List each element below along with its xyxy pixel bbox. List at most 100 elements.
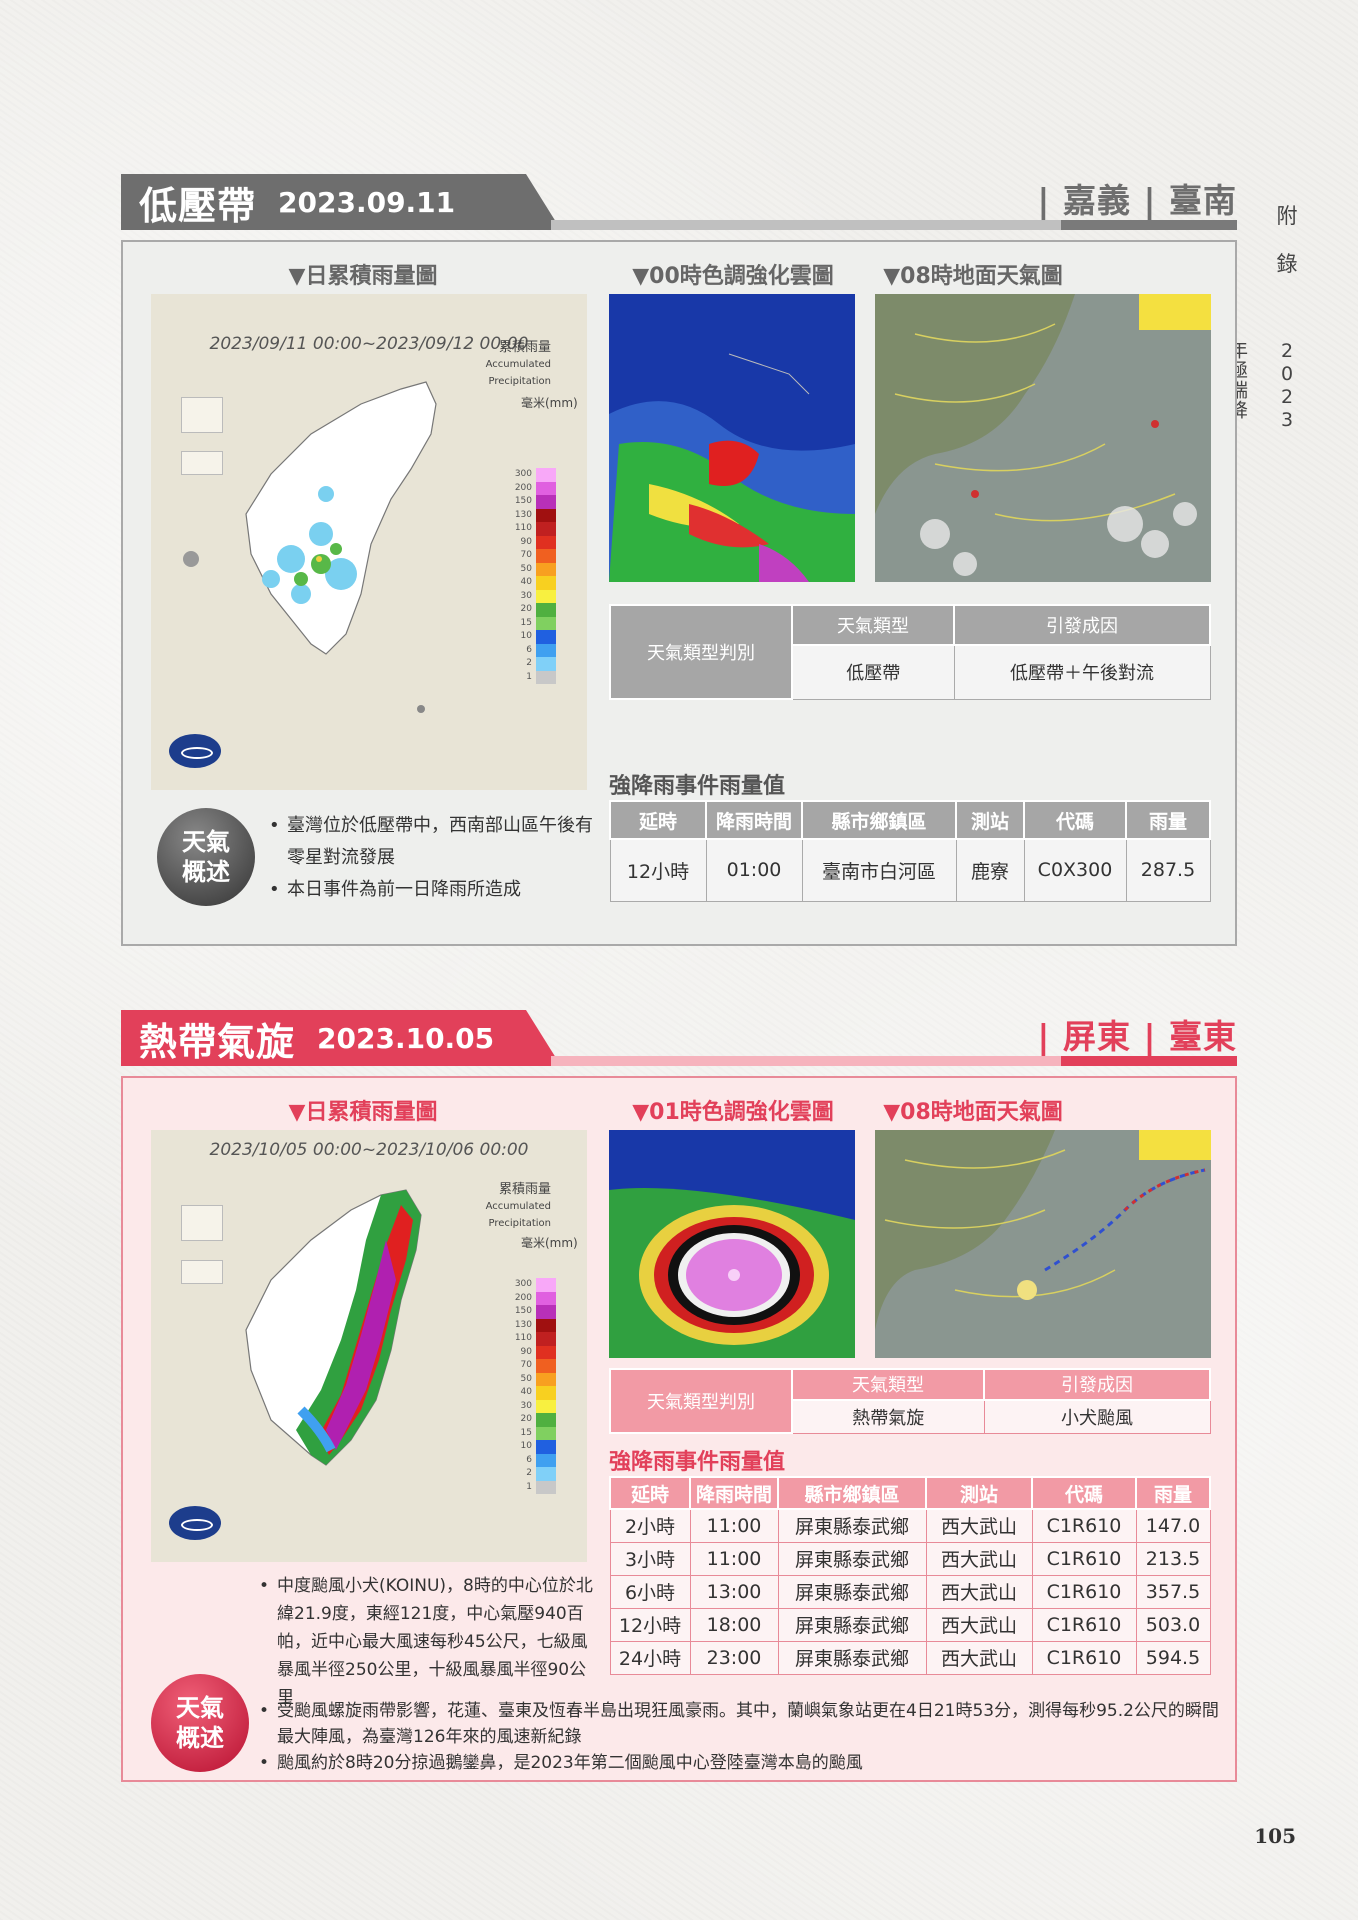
section-title: 熱帶氣旋 — [139, 1019, 296, 1064]
section-date: 2023.09.11 — [278, 185, 456, 219]
table-row: 24小時 23:00 屏東縣泰武鄉 西大武山 C1R610 594.5 — [609, 1640, 1211, 1675]
island-inset — [181, 1260, 223, 1284]
weather-description: 中度颱風小犬(KOINU)，8時的中心位於北緯21.9度，東經121度，中心氣壓… — [259, 1572, 599, 1712]
side-chapter-tab: 附 錄 2023年極端降雨事件－每日天氣圖卡 — [1076, 200, 1312, 432]
weather-summary-badge: 天氣 概述 — [151, 1674, 249, 1772]
col-district: 縣市鄉鎮區 — [801, 800, 957, 840]
cause-header: 引發成因 — [953, 604, 1211, 646]
surface-weather-image — [875, 294, 1211, 582]
weather-type-judge-label: 天氣類型判別 — [609, 604, 793, 700]
section-content-box: ▼日累積雨量圖 ▼01時色調強化雲圖 ▼08時地面天氣圖 2023/10/05 … — [121, 1076, 1237, 1782]
header-bar — [551, 1056, 1237, 1066]
table-row: 12小時 18:00 屏東縣泰武鄉 西大武山 C1R610 503.0 — [609, 1607, 1211, 1642]
section-low-pressure: 低壓帶 2023.09.11 | 嘉義 | 臺南 ▼日累積雨量圖 ▼00時色調強… — [121, 174, 1237, 946]
weather-description: 臺灣位於低壓帶中，西南部山區午後有零星對流發展 本日事件為前一日降雨所造成 — [269, 810, 599, 906]
caption-rainfall: ▼日累積雨量圖 — [288, 1100, 438, 1125]
legend-labels: 300 200 150 130 110 90 70 50 40 30 20 15 10 6 2 1 — [514, 1279, 532, 1492]
island-inset — [181, 397, 223, 433]
col-station: 測站 — [955, 800, 1025, 840]
cwa-logo — [169, 1506, 221, 1540]
accumulated-label: 累積雨量 Accumulated Precipitation — [485, 340, 551, 387]
description-item: 本日事件為前一日降雨所造成 — [269, 874, 599, 906]
legend-labels: 300 200 150 130 110 90 70 50 40 30 20 15 10 6 2 1 — [514, 469, 532, 682]
rainfall-map-date: 2023/09/11 00:00~2023/09/12 00:00 — [209, 334, 529, 354]
cause-value: 小犬颱風 — [983, 1399, 1211, 1434]
caption-surface: ▼08時地面天氣圖 — [883, 264, 1063, 289]
weather-type-header: 天氣類型 — [791, 1368, 985, 1401]
island-inset — [181, 451, 223, 475]
side-char-2: 錄 — [1276, 252, 1298, 276]
caption-cloud: ▼01時色調強化雲圖 — [632, 1100, 834, 1125]
cwa-logo — [169, 734, 221, 768]
weather-type-value: 低壓帶 — [791, 644, 955, 700]
section-date: 2023.10.05 — [317, 1021, 495, 1055]
section-title: 低壓帶 — [139, 183, 257, 228]
unit-label: 毫米(mm) — [521, 396, 578, 410]
surface-render — [875, 294, 1211, 582]
rain-event-table: 延時 降雨時間 縣市鄉鎮區 測站 代碼 雨量 12小時 01:00 臺南市白河區… — [609, 800, 1211, 902]
region-label: | 屏東 | 臺東 — [1037, 1017, 1237, 1056]
weather-description-wide: 受颱風螺旋雨帶影響，花蓮、臺東及恆春半島出現狂風豪雨。其中，蘭嶼氣象站更在4日2… — [259, 1698, 1219, 1776]
island-inset — [181, 1205, 223, 1241]
col-code: 代碼 — [1031, 1476, 1137, 1510]
col-rainfall: 雨量 — [1125, 800, 1211, 840]
legend-colors — [536, 468, 556, 684]
rain-event-table: 延時 降雨時間 縣市鄉鎮區 測站 代碼 雨量 2小時 11:00 屏東縣泰武鄉 西大武… — [609, 1476, 1211, 1675]
description-item: 臺灣位於低壓帶中，西南部山區午後有零星對流發展 — [269, 810, 599, 874]
col-code: 代碼 — [1023, 800, 1127, 840]
header-bar-dark — [1061, 1056, 1237, 1066]
weather-type-value: 熱帶氣旋 — [791, 1399, 985, 1434]
rain-event-subtitle: 強降雨事件雨量值 — [609, 1450, 786, 1475]
col-rainfall: 雨量 — [1135, 1476, 1211, 1510]
section-header: 熱帶氣旋 2023.10.05 | 屏東 | 臺東 — [121, 1010, 1237, 1066]
col-time: 降雨時間 — [689, 1476, 779, 1510]
taiwan-rain-map — [183, 381, 437, 713]
weather-type-judge-label: 天氣類型判別 — [609, 1368, 793, 1434]
weather-type-header: 天氣類型 — [791, 604, 955, 646]
col-station: 測站 — [925, 1476, 1033, 1510]
rainfall-map-date: 2023/10/05 00:00~2023/10/06 00:00 — [209, 1140, 529, 1160]
surface-weather-image — [875, 1130, 1211, 1358]
legend-colors — [536, 1278, 556, 1494]
weather-type-table: 天氣類型判別 天氣類型 引發成因 熱帶氣旋 小犬颱風 — [609, 1368, 1211, 1434]
caption-surface: ▼08時地面天氣圖 — [883, 1100, 1063, 1125]
section-title-tab: 低壓帶 2023.09.11 — [121, 174, 561, 230]
taiwan-rain-map — [245, 1189, 422, 1466]
unit-label: 毫米(mm) — [521, 1236, 578, 1250]
rain-event-subtitle: 強降雨事件雨量值 — [609, 774, 786, 799]
cloud-render — [609, 294, 855, 582]
cloud-image — [609, 1130, 855, 1358]
section-tropical-cyclone: 熱帶氣旋 2023.10.05 | 屏東 | 臺東 ▼日累積雨量圖 ▼01時色調… — [121, 1010, 1237, 1782]
cloud-image — [609, 294, 855, 582]
header-bar — [551, 220, 1237, 230]
description-item: 中度颱風小犬(KOINU)，8時的中心位於北緯21.9度，東經121度，中心氣壓… — [259, 1572, 599, 1712]
weather-summary-badge: 天氣 概述 — [157, 808, 255, 906]
description-item: 颱風約於8時20分掠過鵝鑾鼻，是2023年第二個颱風中心登陸臺灣本島的颱風 — [259, 1750, 1219, 1776]
table-row: 2小時 11:00 屏東縣泰武鄉 西大武山 C1R610 147.0 — [609, 1508, 1211, 1543]
rainfall-map-image: 2023/09/11 00:00~2023/09/12 00:00 累積雨量 Ac… — [151, 294, 587, 790]
caption-cloud: ▼00時色調強化雲圖 — [632, 264, 834, 289]
side-vertical-title: 2023年極端降雨事件－每日天氣圖卡 — [1076, 340, 1298, 432]
header-bar-dark — [1061, 220, 1237, 230]
cause-header: 引發成因 — [983, 1368, 1211, 1401]
weather-type-table: 天氣類型判別 天氣類型 引發成因 低壓帶 低壓帶＋午後對流 — [609, 604, 1211, 700]
description-item: 受颱風螺旋雨帶影響，花蓮、臺東及恆春半島出現狂風豪雨。其中，蘭嶼氣象站更在4日2… — [259, 1698, 1219, 1750]
rainfall-map-image: 2023/10/05 00:00~2023/10/06 00:00 累積雨量 Ac… — [151, 1130, 587, 1562]
region-label: | 嘉義 | 臺南 — [1037, 181, 1237, 220]
surface-render — [875, 1130, 1211, 1358]
table-row: 3小時 11:00 屏東縣泰武鄉 西大武山 C1R610 213.5 — [609, 1541, 1211, 1576]
cloud-render — [609, 1130, 855, 1358]
caption-rainfall: ▼日累積雨量圖 — [288, 264, 438, 289]
section-content-box: ▼日累積雨量圖 ▼00時色調強化雲圖 ▼08時地面天氣圖 2023/09/11 … — [121, 240, 1237, 946]
page-number: 105 — [1254, 1824, 1296, 1848]
side-char-1: 附 — [1276, 204, 1298, 228]
table-row: 12小時 01:00 臺南市白河區 鹿寮 C0X300 287.5 — [609, 838, 1211, 902]
col-district: 縣市鄉鎮區 — [777, 1476, 927, 1510]
col-duration: 延時 — [609, 800, 707, 840]
table-row: 6小時 13:00 屏東縣泰武鄉 西大武山 C1R610 357.5 — [609, 1574, 1211, 1609]
cause-value: 低壓帶＋午後對流 — [953, 644, 1211, 700]
section-header: 低壓帶 2023.09.11 | 嘉義 | 臺南 — [121, 174, 1237, 230]
section-title-tab: 熱帶氣旋 2023.10.05 — [121, 1010, 561, 1066]
accumulated-label: 累積雨量 Accumulated Precipitation — [485, 1182, 551, 1229]
col-duration: 延時 — [609, 1476, 691, 1510]
